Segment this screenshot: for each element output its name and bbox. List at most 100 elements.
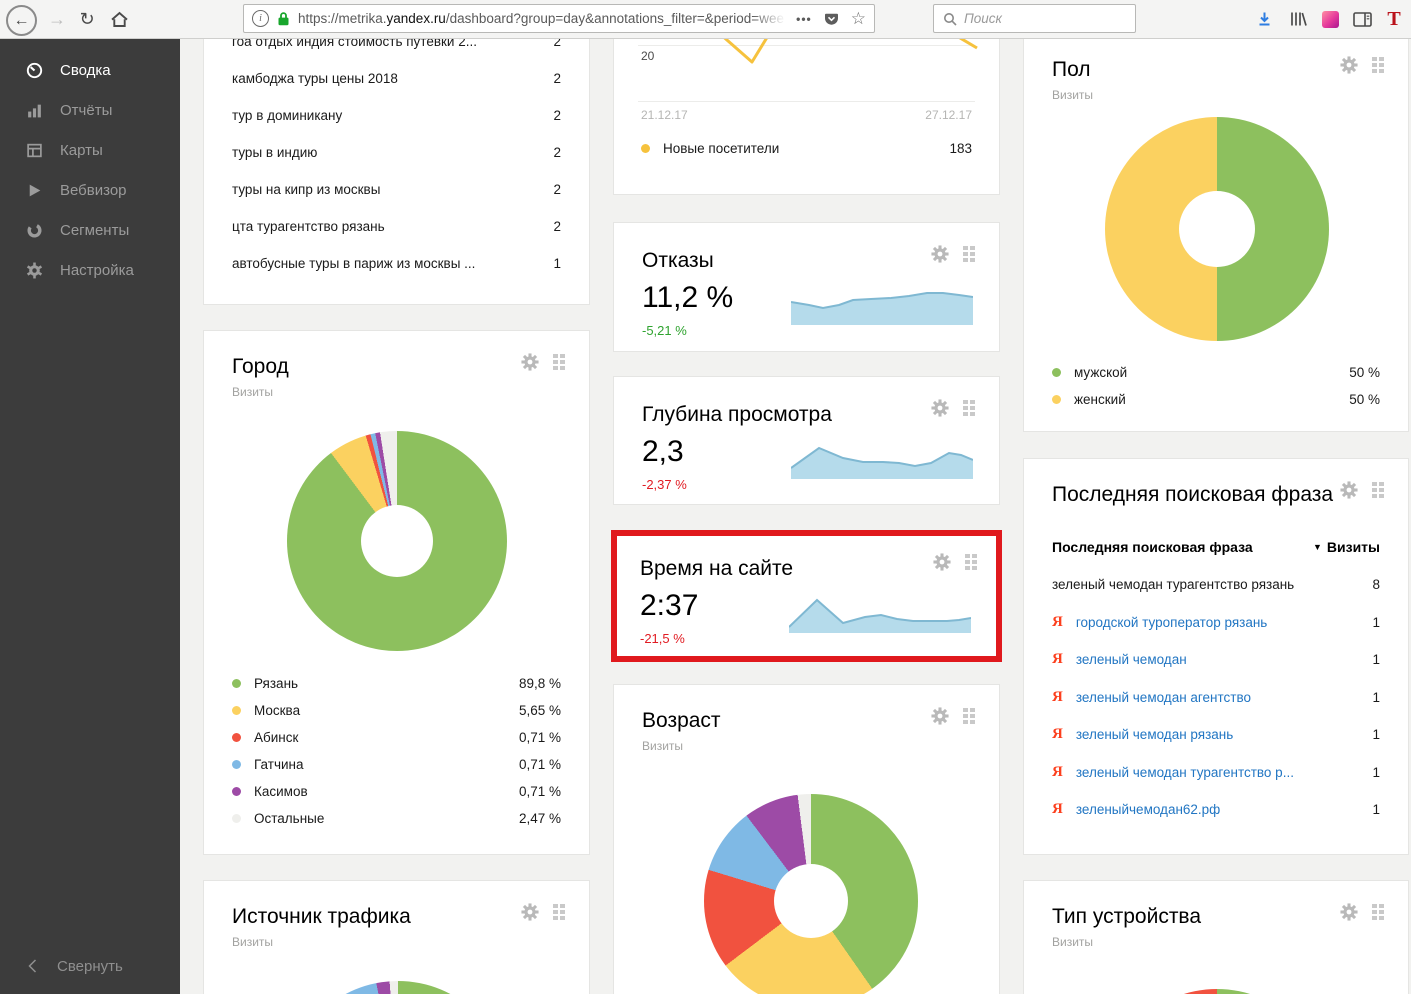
phrase-visits: 2 bbox=[553, 108, 561, 123]
pocket-icon[interactable] bbox=[823, 11, 840, 27]
yandex-icon: Я bbox=[1052, 651, 1063, 668]
legend-label: Рязань bbox=[254, 676, 299, 691]
sidebar-item-settings[interactable]: Настройка bbox=[0, 250, 180, 290]
legend-dot bbox=[1052, 368, 1061, 377]
library-button[interactable] bbox=[1285, 7, 1311, 31]
speedometer-icon bbox=[26, 62, 43, 78]
widget-settings-gear-icon[interactable] bbox=[931, 245, 949, 263]
phrase-visits: 1 bbox=[553, 256, 561, 271]
sidebar-item-label: Сводка bbox=[60, 61, 111, 79]
widget-drag-handle-icon[interactable] bbox=[965, 554, 977, 570]
widget-settings-gear-icon[interactable] bbox=[521, 353, 539, 371]
widget-header-icons bbox=[931, 245, 975, 263]
phrase-text: гоа отдых индия стоимость путевки 2... bbox=[232, 38, 477, 49]
sidebar-toggle-button[interactable] bbox=[1349, 7, 1375, 31]
phrase-visits: 1 bbox=[1372, 652, 1380, 668]
phrase-row[interactable]: автобусные туры в париж из москвы ... 1 bbox=[204, 245, 589, 282]
widget-title: Возраст bbox=[642, 709, 721, 732]
legend-label: мужской bbox=[1074, 365, 1128, 380]
legend-label: Новые посетители bbox=[663, 141, 780, 156]
phrase-visits: 2 bbox=[553, 145, 561, 160]
lock-icon bbox=[278, 11, 289, 25]
phrase-visits: 2 bbox=[553, 71, 561, 86]
widget-title: Глубина просмотра bbox=[642, 403, 832, 426]
bookmark-star-icon[interactable]: ☆ bbox=[850, 8, 866, 28]
browser-search-box[interactable]: Поиск bbox=[933, 4, 1136, 33]
sidebar-item-segments[interactable]: Сегменты bbox=[0, 210, 180, 250]
phrase-row[interactable]: гоа отдых индия стоимость путевки 2... 2 bbox=[204, 38, 589, 60]
age-pie-chart bbox=[704, 794, 918, 994]
widget-settings-gear-icon[interactable] bbox=[1340, 903, 1358, 921]
widget-subtitle: Визиты bbox=[1052, 88, 1094, 102]
phrase-row[interactable]: камбоджа туры цены 2018 2 bbox=[204, 60, 589, 97]
widget-settings-gear-icon[interactable] bbox=[1340, 56, 1358, 74]
widget-drag-handle-icon[interactable] bbox=[1372, 482, 1384, 498]
sidebar-panel-icon bbox=[1352, 11, 1372, 27]
chart-gridline bbox=[638, 45, 975, 46]
back-button[interactable]: ← bbox=[6, 5, 37, 36]
widget-settings-gear-icon[interactable] bbox=[931, 707, 949, 725]
widget-settings-gear-icon[interactable] bbox=[1340, 481, 1358, 499]
widget-settings-gear-icon[interactable] bbox=[521, 903, 539, 921]
widget-drag-handle-icon[interactable] bbox=[1372, 904, 1384, 920]
phrase-row[interactable]: туры на кипр из москвы 2 bbox=[204, 171, 589, 208]
bar-chart-icon bbox=[28, 104, 41, 117]
extension-t-icon: T bbox=[1387, 7, 1401, 30]
phrase-row[interactable]: цта турагентство рязань 2 bbox=[204, 208, 589, 245]
page-actions: ••• ☆ bbox=[796, 9, 866, 29]
widget-drag-handle-icon[interactable] bbox=[963, 246, 975, 262]
reload-icon: ↻ bbox=[79, 8, 95, 29]
search-placeholder: Поиск bbox=[964, 11, 1002, 26]
screenshot-extension-button[interactable] bbox=[1317, 7, 1343, 31]
sidebar-item-summary[interactable]: Сводка bbox=[0, 50, 180, 90]
phrase-text: цта турагентство рязань bbox=[232, 219, 385, 234]
column-visits[interactable]: ▼ Визиты bbox=[1312, 539, 1380, 555]
phrase-link[interactable]: зеленый чемодан агентство bbox=[1075, 689, 1251, 705]
metric-delta: -5,21 % bbox=[642, 323, 687, 338]
widget-time-on-site: Время на сайте 2:37 -21,5 % bbox=[611, 530, 1002, 662]
home-button[interactable] bbox=[104, 4, 134, 34]
home-icon bbox=[110, 11, 128, 27]
phrase-link[interactable]: зеленый чемодан турагентство р... bbox=[1075, 764, 1294, 780]
widget-subtitle: Визиты bbox=[232, 385, 274, 399]
date-start: 21.12.17 bbox=[641, 108, 688, 122]
extension-t-button[interactable]: T bbox=[1381, 7, 1407, 31]
legend-row: Москва 5,65 % bbox=[204, 697, 589, 724]
sidebar-item-reports[interactable]: Отчёты bbox=[0, 90, 180, 130]
phrase-link[interactable]: зеленыйчемодан62.рф bbox=[1075, 802, 1221, 818]
phrase-text: камбоджа туры цены 2018 bbox=[232, 71, 398, 86]
forward-button[interactable]: → bbox=[42, 4, 72, 34]
phrase-link[interactable]: зеленый чемодан bbox=[1075, 652, 1187, 668]
phrase-link[interactable]: городской туроператор рязань bbox=[1075, 614, 1268, 630]
phrase-row[interactable]: туры в индию 2 bbox=[204, 134, 589, 171]
sidebar-item-maps[interactable]: Карты bbox=[0, 130, 180, 170]
widget-drag-handle-icon[interactable] bbox=[553, 904, 565, 920]
widget-drag-handle-icon[interactable] bbox=[1372, 57, 1384, 73]
downloads-button[interactable] bbox=[1251, 7, 1277, 31]
sidebar-collapse-button[interactable]: Свернуть bbox=[0, 946, 180, 986]
widget-drag-handle-icon[interactable] bbox=[963, 708, 975, 724]
widget-drag-handle-icon[interactable] bbox=[553, 354, 565, 370]
sidebar-item-label: Карты bbox=[60, 141, 103, 159]
widget-drag-handle-icon[interactable] bbox=[963, 400, 975, 416]
page-actions-menu-icon[interactable]: ••• bbox=[796, 11, 812, 26]
reload-button[interactable]: ↻ bbox=[72, 4, 102, 34]
phrase-link[interactable]: зеленый чемодан рязань bbox=[1075, 727, 1234, 743]
app-sidebar: Сводка Отчёты Карты Вебвизор bbox=[0, 38, 180, 994]
metric-value: 2,3 bbox=[642, 435, 684, 468]
line-chart bbox=[614, 38, 1001, 99]
widget-settings-gear-icon[interactable] bbox=[933, 553, 951, 571]
sidebar-item-webvisor[interactable]: Вебвизор bbox=[0, 170, 180, 210]
phrase-row[interactable]: тур в доминикану 2 bbox=[204, 97, 589, 134]
site-info-icon[interactable]: i bbox=[252, 10, 269, 27]
widget-bounce-rate: Отказы 11,2 % -5,21 % bbox=[613, 222, 1000, 352]
widget-settings-gear-icon[interactable] bbox=[931, 399, 949, 417]
url-bar[interactable]: i https://metrika.yandex.ru/dashboard?gr… bbox=[243, 4, 875, 33]
legend-label: Касимов bbox=[254, 784, 308, 799]
library-icon bbox=[1291, 12, 1307, 26]
phrase-text: туры в индию bbox=[232, 145, 318, 160]
widget-title: Город bbox=[232, 355, 289, 378]
